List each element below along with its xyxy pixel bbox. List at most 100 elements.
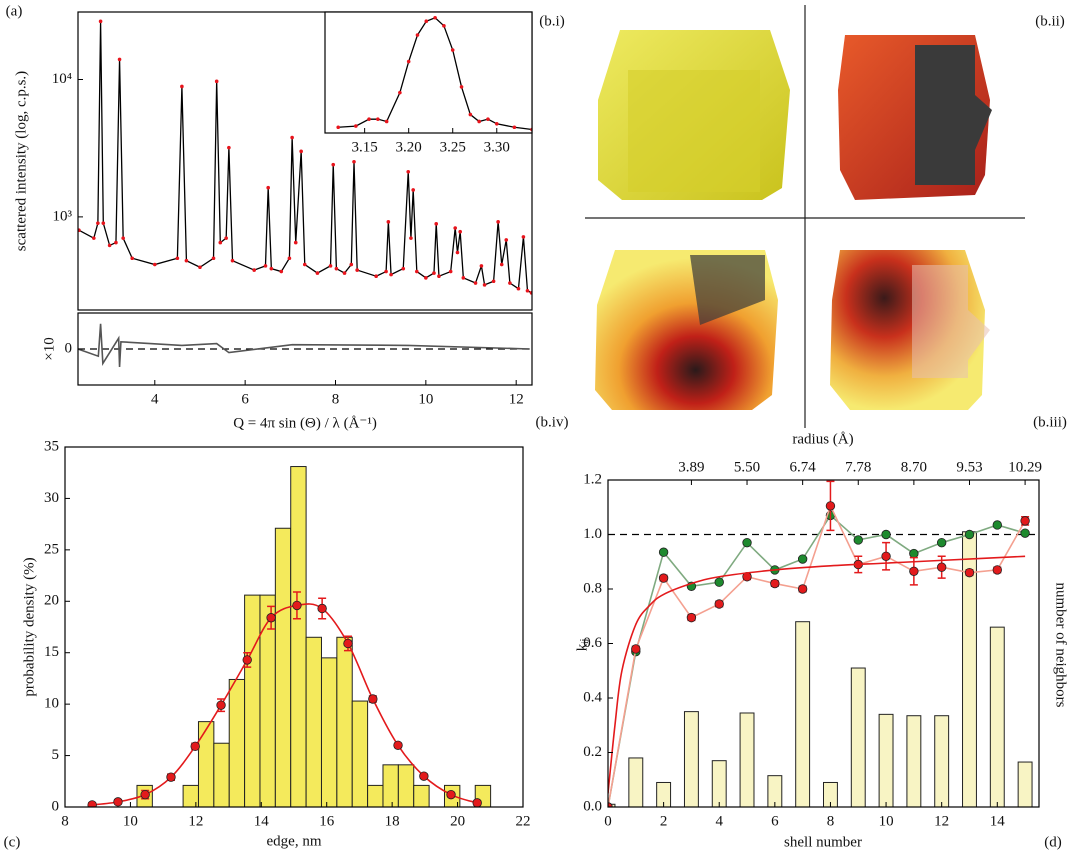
data-point <box>434 222 439 226</box>
data-point <box>374 274 378 279</box>
data-point <box>401 266 406 271</box>
data-line <box>608 503 1026 807</box>
data-point <box>227 145 231 150</box>
crystal-face <box>628 70 760 192</box>
y-tick-label: 1.0 <box>583 526 602 542</box>
axes-frame <box>607 479 1040 808</box>
data-point <box>393 740 403 750</box>
data-point <box>113 797 123 807</box>
y-tick-label: 10⁴ <box>52 71 72 87</box>
data-point <box>184 258 189 263</box>
data-point <box>242 655 252 665</box>
x2-axis-label: radius (Å) <box>792 431 853 447</box>
x-axis-label: Q = 4π sin (Θ) / λ (Å⁻¹) <box>233 415 377 431</box>
data-point <box>472 798 482 807</box>
x-tick-label: 6 <box>241 391 249 407</box>
data-point <box>384 119 389 124</box>
panel-label: (b.ii) <box>1035 13 1065 29</box>
panel-label: (a) <box>6 3 23 19</box>
plot-area <box>87 466 492 807</box>
data-point <box>78 228 81 232</box>
y-axis-label: kᵢⱼ <box>574 639 590 652</box>
data-point <box>468 112 473 117</box>
data-point <box>446 789 456 800</box>
chart: 4 6 8 10 12 0 Q = 4π sin (Θ) / λ (Å⁻¹) ×10 <box>41 312 533 431</box>
data-point <box>292 600 302 611</box>
y-axis-label: ×10 <box>41 337 57 360</box>
data-point <box>504 238 509 242</box>
data-point <box>166 772 176 782</box>
data-point <box>437 274 441 279</box>
data-point <box>342 271 347 275</box>
data-point <box>797 554 808 564</box>
data-point <box>218 240 223 245</box>
data-point <box>825 501 836 511</box>
data-point <box>101 221 106 225</box>
axes-frame <box>64 446 524 808</box>
axes-frame <box>77 11 533 311</box>
data-point <box>180 84 184 89</box>
y-axis-label: probability density (%) <box>21 557 37 696</box>
data-point <box>349 262 354 267</box>
y-tick-label: 0.0 <box>583 798 602 814</box>
data-line <box>78 323 530 368</box>
bar <box>850 667 866 807</box>
y-tick-label: 10³ <box>53 208 73 224</box>
data-point <box>140 789 150 800</box>
data-point <box>263 264 268 268</box>
x-tick-label: 10 <box>879 813 894 829</box>
data-point <box>107 243 112 248</box>
x-tick-label: 4 <box>715 813 723 829</box>
x-axis-label: edge, nm <box>267 833 322 849</box>
data-point <box>190 741 200 752</box>
data-point <box>293 240 298 245</box>
y-tick-label: 0.8 <box>583 580 602 596</box>
bar <box>989 626 1005 807</box>
data-point <box>302 262 307 267</box>
bar <box>934 715 950 807</box>
panel-label: (d) <box>1044 834 1062 850</box>
data-point <box>992 520 1002 530</box>
data-point <box>742 537 752 548</box>
data-point <box>461 276 466 280</box>
bar <box>906 715 922 807</box>
data-point <box>1020 528 1030 538</box>
data-point <box>432 271 436 275</box>
data-point <box>491 279 496 284</box>
data-point <box>631 644 641 654</box>
data-point <box>853 535 863 545</box>
data-point <box>455 250 460 255</box>
bar <box>1017 761 1033 807</box>
data-point <box>389 272 393 277</box>
data-point <box>98 19 103 24</box>
data-point <box>121 236 125 240</box>
data-point <box>87 800 97 807</box>
data-point <box>512 125 517 130</box>
y-tick-label: 0.4 <box>583 689 602 705</box>
data-point <box>508 281 512 285</box>
data-point <box>486 117 490 121</box>
x2-tick-label: 8.70 <box>901 459 927 475</box>
data-point <box>266 185 270 190</box>
chart: 0 2 4 6 8 10 12 14 3.89 5.50 6.74 7.78 8.70 9.53 10.29… <box>574 431 1068 850</box>
data-point <box>224 236 228 240</box>
data-point <box>334 266 339 271</box>
hist-bar <box>382 764 399 807</box>
crystal-cut <box>912 265 990 378</box>
y-tick-label: 15 <box>44 644 59 660</box>
x-tick-label: 8 <box>827 813 835 829</box>
bar <box>739 712 755 807</box>
data-point <box>117 57 122 62</box>
x-tick-label: 4 <box>151 391 159 407</box>
hist-bar <box>213 742 230 807</box>
hist-bar <box>367 784 384 807</box>
y-tick-label: 1.2 <box>583 471 602 487</box>
x-axis-label: shell number <box>784 834 862 850</box>
x2-tick-label: 6.74 <box>790 459 817 475</box>
data-point <box>797 584 808 594</box>
data-point <box>516 286 521 291</box>
data-point <box>992 565 1002 575</box>
bar <box>711 760 727 807</box>
data-line <box>92 603 478 806</box>
